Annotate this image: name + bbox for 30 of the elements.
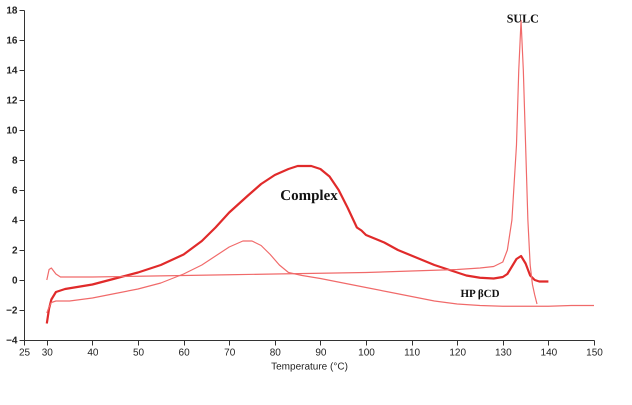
annotation: Complex <box>280 188 338 204</box>
x-tick-label: 70 <box>224 348 236 358</box>
x-tick-label: 30 <box>42 348 54 358</box>
x-tick-label: 100 <box>358 348 376 358</box>
annotation: SULC <box>506 11 539 26</box>
y-tick-label: 16 <box>6 36 18 46</box>
x-tick-label: 50 <box>132 348 144 358</box>
x-tick-label: 40 <box>87 348 99 358</box>
x-tick-label: 80 <box>270 348 282 358</box>
x-tick-label: 150 <box>586 348 604 358</box>
y-tick-label: −2 <box>6 306 18 316</box>
x-tick-label: 110 <box>404 348 421 358</box>
x-tick-label: 25 <box>18 348 30 358</box>
x-axis-title: Temperature (°C) <box>271 362 348 372</box>
x-tick-label: 120 <box>449 348 466 358</box>
x-tick-label: 130 <box>494 348 512 358</box>
x-tick-label: 60 <box>178 348 190 358</box>
y-tick-label: −4 <box>6 336 18 346</box>
y-tick-label: 14 <box>6 66 18 76</box>
y-tick-label: 18 <box>6 6 18 16</box>
y-tick-label: 2 <box>12 246 18 256</box>
y-tick-label: 6 <box>12 186 18 196</box>
y-tick-label: 0 <box>12 276 18 286</box>
y-tick-label: 12 <box>6 96 18 106</box>
y-tick-label: 10 <box>6 126 18 136</box>
y-tick-label: 8 <box>12 156 18 166</box>
x-tick-label: 90 <box>315 348 327 358</box>
x-tick-label: 140 <box>540 348 558 358</box>
y-tick-label: 4 <box>12 216 18 226</box>
annotation: HP βCD <box>460 288 500 300</box>
